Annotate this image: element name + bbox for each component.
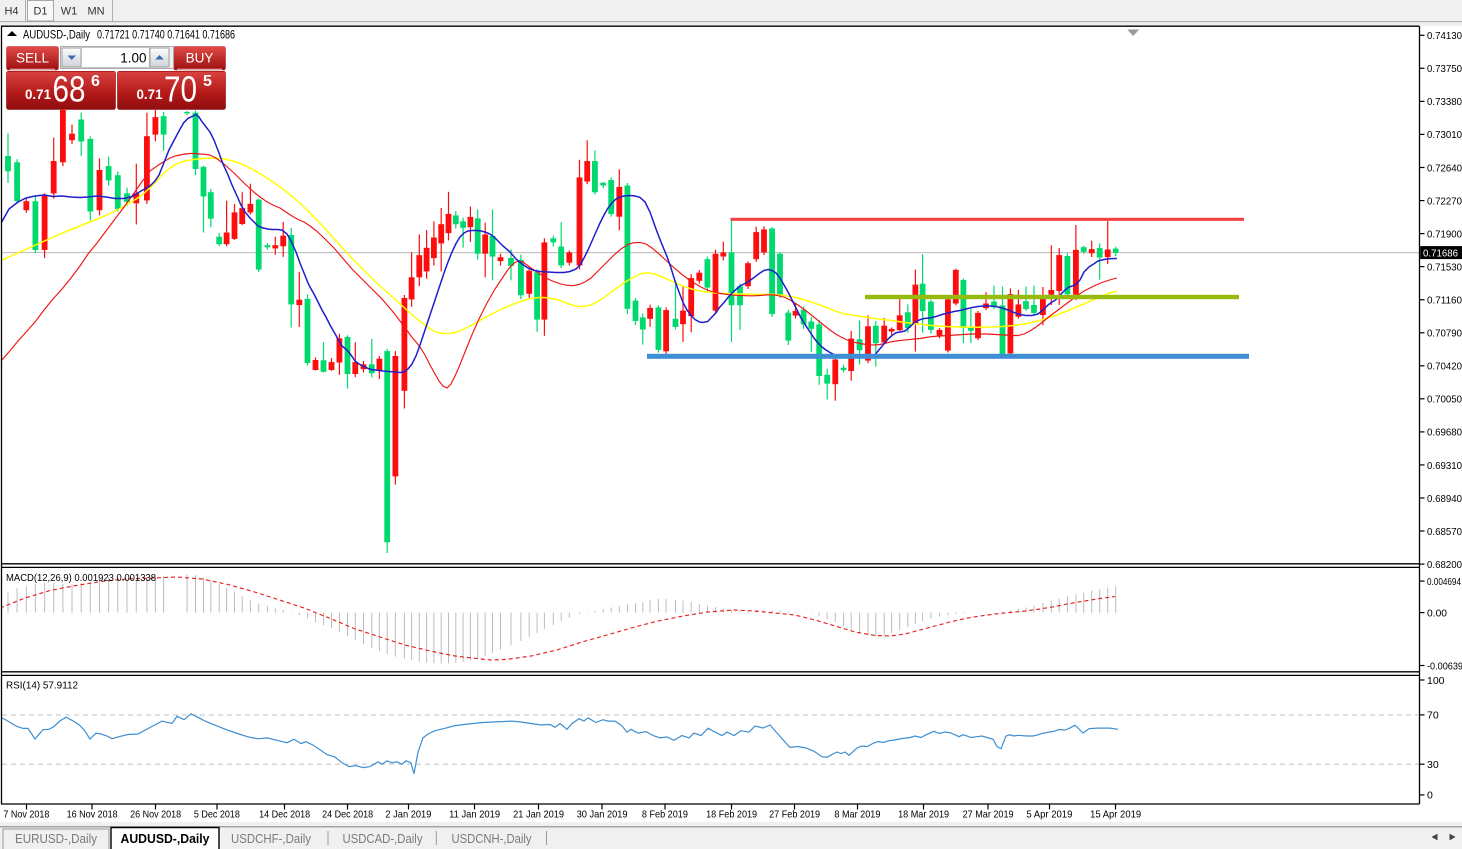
svg-text:21 Jan 2019: 21 Jan 2019 [513, 809, 564, 821]
svg-text:0.73380: 0.73380 [1427, 96, 1462, 108]
svg-text:0.00: 0.00 [1427, 607, 1447, 619]
svg-text:MACD(12,26,9) 0.001923 0.00133: MACD(12,26,9) 0.001923 0.001338 [6, 572, 156, 584]
svg-text:0.74130: 0.74130 [1427, 30, 1462, 42]
svg-text:0.71: 0.71 [137, 86, 163, 102]
svg-text:BUY: BUY [186, 51, 214, 66]
svg-text:0.71686: 0.71686 [1423, 248, 1458, 260]
svg-text:18 Feb 2019: 18 Feb 2019 [706, 809, 757, 821]
svg-text:0.70420: 0.70420 [1427, 361, 1462, 373]
svg-text:8 Mar 2019: 8 Mar 2019 [834, 809, 880, 821]
svg-text:0.71160: 0.71160 [1427, 295, 1462, 307]
svg-text:16 Nov 2018: 16 Nov 2018 [67, 809, 118, 821]
svg-text:EURUSD-,Daily: EURUSD-,Daily [15, 832, 98, 846]
svg-text:SELL: SELL [16, 51, 50, 66]
svg-text:5 Apr 2019: 5 Apr 2019 [1026, 809, 1072, 821]
svg-text:0.70050: 0.70050 [1427, 394, 1462, 406]
svg-text:14 Dec 2018: 14 Dec 2018 [259, 809, 310, 821]
svg-text:0.70790: 0.70790 [1427, 328, 1462, 340]
svg-text:W1: W1 [61, 6, 78, 18]
svg-text:0.71: 0.71 [25, 86, 51, 102]
svg-text:7 Nov 2018: 7 Nov 2018 [3, 809, 49, 821]
svg-text:USDCNH-,Daily: USDCNH-,Daily [452, 832, 533, 846]
svg-text:0: 0 [1427, 790, 1433, 802]
svg-text:0.73010: 0.73010 [1427, 129, 1462, 141]
svg-text:18 Mar 2019: 18 Mar 2019 [898, 809, 949, 821]
svg-text:D1: D1 [33, 6, 47, 18]
svg-text:0.69310: 0.69310 [1427, 460, 1462, 472]
svg-text:11 Jan 2019: 11 Jan 2019 [449, 809, 500, 821]
svg-text:AUDUSD-,Daily: AUDUSD-,Daily [121, 832, 210, 846]
svg-text:MN: MN [87, 6, 104, 18]
svg-text:0.73750: 0.73750 [1427, 63, 1462, 75]
svg-text:100: 100 [1427, 675, 1445, 687]
svg-text:27 Mar 2019: 27 Mar 2019 [963, 809, 1014, 821]
svg-text:1.00: 1.00 [120, 51, 146, 66]
svg-text:26 Nov 2018: 26 Nov 2018 [130, 809, 181, 821]
svg-text:30 Jan 2019: 30 Jan 2019 [577, 809, 628, 821]
svg-text:AUDUSD-,Daily: AUDUSD-,Daily [23, 28, 90, 42]
svg-text:0.68200: 0.68200 [1427, 559, 1462, 571]
svg-text:15 Apr 2019: 15 Apr 2019 [1090, 809, 1141, 821]
svg-text:5 Dec 2018: 5 Dec 2018 [194, 809, 240, 821]
svg-text:USDCAD-,Daily: USDCAD-,Daily [343, 832, 424, 846]
svg-text:0.71530: 0.71530 [1427, 261, 1462, 273]
svg-text:30: 30 [1427, 759, 1439, 771]
svg-text:RSI(14) 57.9112: RSI(14) 57.9112 [6, 680, 78, 692]
svg-text:-0.00639: -0.00639 [1427, 660, 1462, 672]
svg-text:27 Feb 2019: 27 Feb 2019 [769, 809, 820, 821]
svg-text:68: 68 [53, 69, 86, 110]
svg-text:24 Dec 2018: 24 Dec 2018 [322, 809, 373, 821]
svg-text:6: 6 [91, 73, 100, 90]
svg-text:0.72270: 0.72270 [1427, 195, 1462, 207]
svg-text:2 Jan 2019: 2 Jan 2019 [385, 809, 431, 821]
svg-text:0.71721 0.71740 0.71641 0.7168: 0.71721 0.71740 0.71641 0.71686 [97, 28, 235, 42]
svg-text:0.72640: 0.72640 [1427, 162, 1462, 174]
svg-text:5: 5 [203, 73, 212, 90]
svg-text:0.69680: 0.69680 [1427, 427, 1462, 439]
svg-text:70: 70 [164, 69, 197, 110]
svg-text:0.68570: 0.68570 [1427, 526, 1462, 538]
svg-text:70: 70 [1427, 710, 1439, 722]
svg-text:0.004694: 0.004694 [1427, 576, 1461, 588]
svg-text:H4: H4 [4, 6, 18, 18]
svg-text:0.68940: 0.68940 [1427, 493, 1462, 505]
svg-text:USDCHF-,Daily: USDCHF-,Daily [231, 832, 312, 846]
svg-text:8 Feb 2019: 8 Feb 2019 [642, 809, 688, 821]
svg-text:0.71900: 0.71900 [1427, 228, 1462, 240]
